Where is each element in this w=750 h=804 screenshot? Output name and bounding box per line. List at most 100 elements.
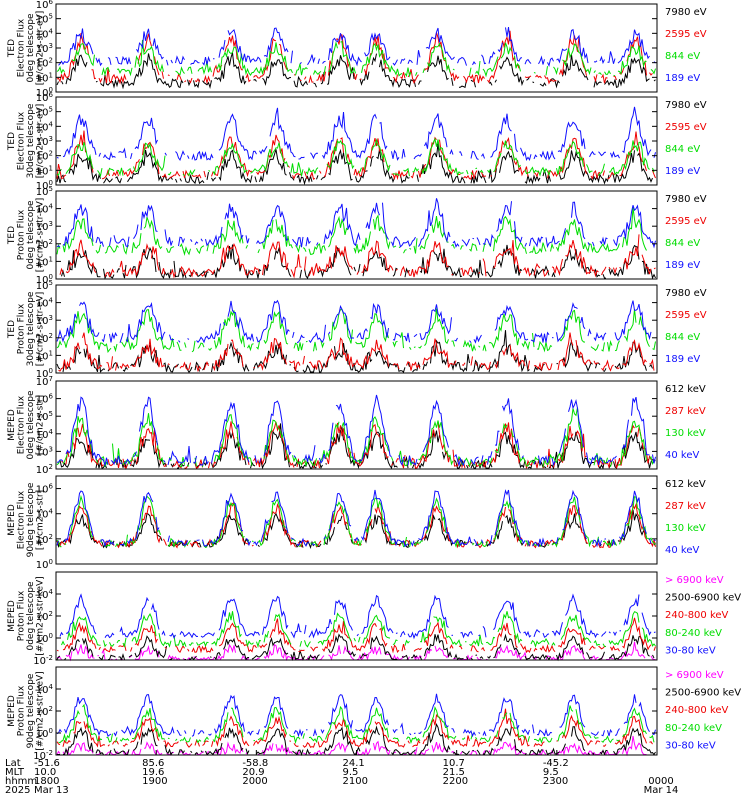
y-axis-label: TED Electron Flux 30deg telescope [#/cm2-s-… [7, 103, 46, 178]
y-tick-label: 104 [36, 27, 54, 40]
y-tick-label: 107 [36, 375, 53, 388]
legend-entry: 2595 eV [665, 122, 707, 133]
y-axis-label-line: Electron Flux [17, 111, 27, 170]
x-row-value: 9.5 [343, 767, 359, 778]
legend-entry: 7980 eV [665, 100, 707, 111]
legend-entry: 80-240 keV [665, 723, 722, 734]
series-line-189-ev [56, 106, 656, 162]
x-row-label: MLT [5, 767, 25, 778]
y-tick-label: 102 [36, 332, 53, 345]
x-row-value: Mar 13 [34, 785, 69, 796]
legend-entry: 30-80 keV [665, 645, 716, 656]
y-tick-label: 102 [36, 57, 53, 70]
y-axis-label-line: 30deg telescope [26, 291, 36, 366]
y-tick-label: 100 [36, 273, 53, 286]
y-axis-label-line: Electron Flux [17, 18, 27, 77]
series-line-7980-ev [57, 330, 656, 372]
x-row-value: 21.5 [443, 767, 465, 778]
y-tick-label: 100 [36, 86, 53, 99]
legend-entry: 40 keV [665, 450, 699, 461]
x-row-value: 10.0 [34, 767, 56, 778]
y-axis-label-line: [#/cm2-s-str-eV] [36, 198, 46, 273]
y-axis-label-line: [#/cm2-s-str-keV] [36, 576, 46, 655]
x-row-value: 2200 [443, 776, 468, 787]
y-tick-label: 100 [36, 367, 53, 380]
x-row-value: -45.2 [543, 758, 569, 769]
y-axis-label: TED Proton Flux 30deg telescope [#/cm2-s-st… [7, 291, 46, 366]
y-tick-label: 105 [36, 106, 53, 119]
y-tick-label: 100 [36, 558, 53, 571]
legend-entry: > 6900 keV [665, 670, 724, 681]
y-axis-label-line: TED [7, 39, 17, 58]
series-line-80-240-kev [58, 703, 655, 745]
y-tick-label: 105 [36, 185, 53, 198]
y-tick-label: 103 [36, 314, 53, 327]
y-tick-label: 10-2 [33, 654, 53, 667]
y-tick-label: 102 [36, 150, 53, 163]
y-tick-label: 102 [36, 533, 53, 546]
y-axis-label-line: 0deg telescope [26, 200, 36, 270]
y-tick-label: 106 [36, 0, 54, 11]
series-line-844-ev [56, 308, 656, 353]
y-axis-label-line: Proton Flux [17, 303, 27, 354]
x-row-value: 19.6 [142, 767, 164, 778]
series-line-189-ev [56, 198, 656, 249]
y-tick-label: 101 [36, 71, 53, 84]
y-axis-label-line: 0deg telescope [26, 390, 36, 460]
legend-entry: 240-800 keV [665, 610, 729, 621]
x-row-value: 9.5 [543, 767, 559, 778]
legend-entry: 7980 eV [665, 288, 707, 299]
legend-entry: 612 keV [665, 384, 706, 395]
x-row-value: 10.7 [443, 758, 465, 769]
legend-entry: 2595 eV [665, 29, 707, 40]
y-axis-label-line: MEPED [7, 695, 17, 727]
y-tick-label: 103 [36, 42, 53, 55]
x-row-label: hhmm [5, 776, 37, 787]
y-axis-label-line: [#/cm2-s-str-keV] [36, 671, 46, 750]
y-tick-label: 10-2 [33, 749, 53, 762]
x-row-value: 2100 [343, 776, 368, 787]
y-tick-label: 102 [36, 705, 53, 718]
y-axis-label-line: TED [7, 132, 17, 151]
y-axis-label: TED Proton Flux 0deg telescope [#/cm2-s-str… [7, 198, 46, 273]
x-row-value: 85.6 [142, 758, 164, 769]
x-row-value: 1800 [34, 776, 59, 787]
y-axis-label-line: MEPED [7, 600, 17, 632]
legend-entry: 80-240 keV [665, 628, 722, 639]
y-axis-label: MEPED Proton Flux 0deg telescope [#/cm2-s-s… [7, 576, 46, 655]
x-row-value: 24.1 [343, 758, 365, 769]
y-axis-label-line: 0deg telescope [26, 581, 36, 651]
y-axis-label: MEPED Electron Flux 90deg telescope [#/cm2-… [7, 482, 46, 557]
legend-entry: 40 keV [665, 545, 699, 556]
series-line-844-ev [56, 39, 656, 78]
y-tick-label: 104 [36, 297, 54, 310]
y-axis-label-line: [#/cm2-s-str] [36, 395, 46, 455]
y-tick-label: 100 [36, 727, 53, 740]
legend-entry: 612 keV [665, 479, 706, 490]
y-tick-label: 105 [36, 279, 53, 292]
legend-entry: 30-80 keV [665, 740, 716, 751]
panel-frame [55, 475, 658, 565]
y-axis-label-line: Proton Flux [17, 209, 27, 260]
y-axis-label-line: Electron Flux [17, 490, 27, 549]
series-line-240-800-kev [56, 617, 656, 654]
series-line-7980-ev [57, 144, 656, 184]
series-line-844-ev [56, 137, 655, 178]
y-axis-label-line: Proton Flux [17, 590, 27, 641]
y-axis-label: TED Electron Flux 0deg telescope [#/cm2-s-s… [7, 11, 46, 86]
y-tick-label: 104 [36, 120, 54, 133]
legend-entry: 2500-6900 keV [665, 593, 741, 604]
legend-entry: 2595 eV [665, 310, 707, 321]
legend-entry: 844 eV [665, 238, 700, 249]
legend-entry: 287 keV [665, 501, 706, 512]
y-tick-label: 102 [36, 610, 53, 623]
series-line-30-80-kev [56, 693, 656, 738]
legend-entry: 2595 eV [665, 216, 707, 227]
y-axis-label-line: 90deg telescope [26, 673, 36, 748]
series-line-2500-6900-kev [56, 633, 655, 662]
y-tick-label: 105 [36, 13, 53, 26]
y-axis-label-line: [#/cm2-s-str-eV] [36, 104, 46, 179]
